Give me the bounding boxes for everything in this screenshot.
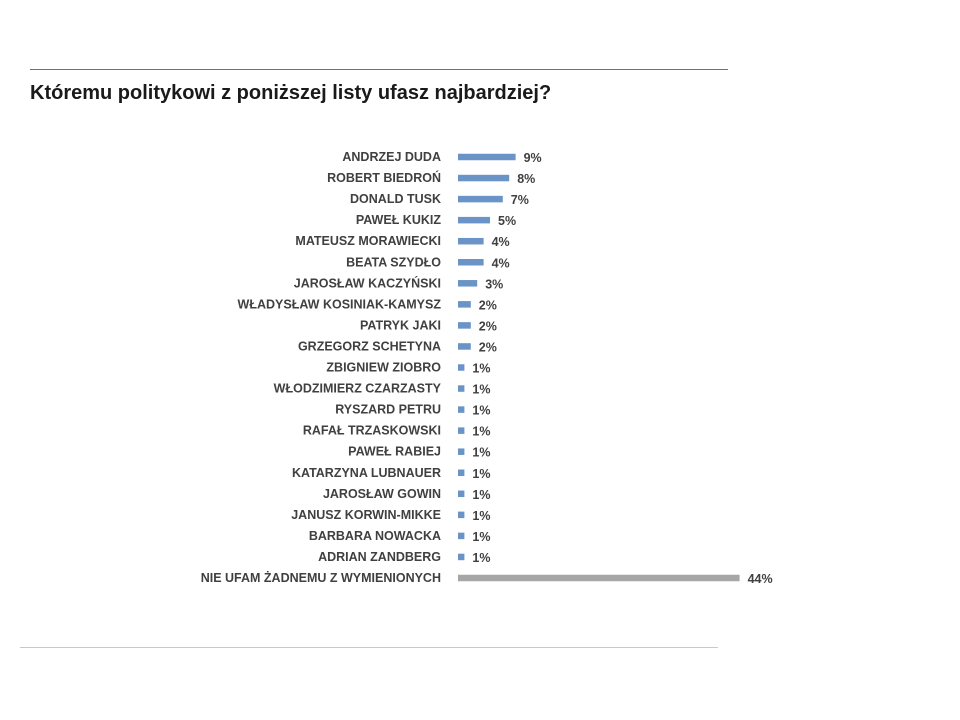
- top-accent-rule: [30, 69, 728, 70]
- value-label: 1%: [472, 530, 490, 544]
- category-label: ADRIAN ZANDBERG: [318, 550, 441, 564]
- value-label: 4%: [492, 256, 510, 270]
- value-label: 1%: [472, 509, 490, 523]
- category-label: DONALD TUSK: [350, 192, 441, 206]
- bar: [458, 427, 465, 434]
- bar: [458, 280, 478, 287]
- bar: [458, 343, 471, 350]
- category-label: JANUSZ KORWIN-MIKKE: [291, 508, 441, 522]
- bar: [458, 406, 465, 413]
- value-label: 1%: [472, 383, 490, 397]
- value-label: 5%: [498, 214, 516, 228]
- bar: [458, 385, 465, 392]
- bar: [458, 490, 465, 498]
- category-label: BEATA SZYDŁO: [346, 255, 441, 269]
- bar: [458, 553, 465, 561]
- category-label: JAROSŁAW GOWIN: [323, 487, 441, 501]
- category-label: WŁODZIMIERZ CZARZASTY: [274, 382, 442, 396]
- bar: [458, 237, 484, 245]
- value-label: 44%: [748, 572, 773, 586]
- bar: [458, 174, 510, 182]
- category-label: NIE UFAM ŻADNEMU Z WYMIENIONYCH: [201, 570, 441, 585]
- value-label: 9%: [524, 151, 542, 165]
- value-label: 1%: [472, 467, 490, 481]
- bar: [458, 532, 465, 540]
- bar: [458, 259, 484, 266]
- value-label: 1%: [472, 446, 490, 460]
- value-label: 2%: [479, 298, 497, 312]
- bar: [458, 469, 465, 476]
- value-label: 8%: [517, 172, 535, 186]
- bar: [458, 195, 503, 203]
- category-label: RAFAŁ TRZASKOWSKI: [303, 424, 441, 438]
- value-label: 7%: [511, 193, 529, 207]
- chart-title: Któremu politykowi z poniższej listy ufa…: [30, 82, 552, 104]
- category-label: MATEUSZ MORAWIECKI: [295, 234, 441, 248]
- category-label: ANDRZEJ DUDA: [342, 150, 441, 164]
- value-label: 1%: [472, 488, 490, 502]
- category-label: PAWEŁ KUKIZ: [356, 213, 442, 227]
- bar: [458, 364, 465, 371]
- value-label: 4%: [492, 235, 510, 249]
- value-label: 1%: [472, 362, 490, 376]
- value-label: 2%: [479, 340, 497, 354]
- category-label: RYSZARD PETRU: [335, 403, 441, 417]
- bottom-divider: [20, 647, 718, 648]
- category-label: ZBIGNIEW ZIOBRO: [326, 361, 441, 375]
- bar: [458, 574, 740, 582]
- bar: [458, 153, 516, 161]
- value-label: 3%: [485, 277, 503, 291]
- bar: [458, 216, 490, 224]
- category-label: PAWEŁ RABIEJ: [348, 445, 441, 459]
- value-label: 2%: [479, 319, 497, 333]
- category-label: GRZEGORZ SCHETYNA: [298, 339, 441, 353]
- bar: [458, 301, 471, 308]
- category-label: ROBERT BIEDROŃ: [327, 170, 441, 185]
- bar: [458, 511, 465, 519]
- bar: [458, 322, 471, 329]
- value-label: 1%: [472, 425, 490, 439]
- category-label: JAROSŁAW KACZYŃSKI: [294, 275, 441, 290]
- category-label: PATRYK JAKI: [360, 318, 441, 332]
- category-label: WŁADYSŁAW KOSINIAK-KAMYSZ: [238, 297, 442, 311]
- category-label: KATARZYNA LUBNAUER: [292, 466, 441, 480]
- value-label: 1%: [472, 551, 490, 565]
- bar: [458, 448, 465, 455]
- category-label: BARBARA NOWACKA: [309, 529, 441, 543]
- value-label: 1%: [472, 404, 490, 418]
